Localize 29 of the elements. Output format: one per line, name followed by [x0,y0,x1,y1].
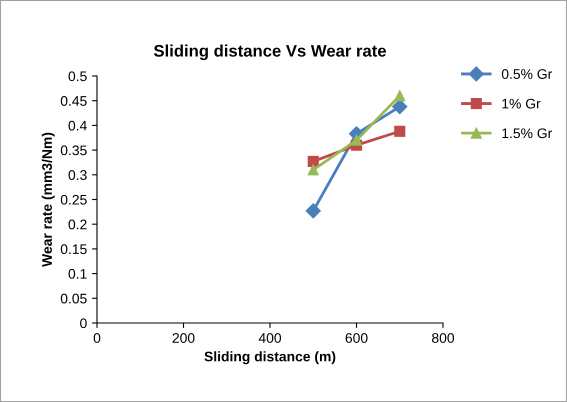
y-axis-title: Wear rate (mm3/Nm) [42,132,55,267]
legend-label: 1% Gr [502,98,540,109]
x-tick-label: 400 [258,333,282,343]
chart-title: Sliding distance Vs Wear rate [154,44,386,60]
y-tick-label: 0.4 [68,120,87,131]
y-tick-label: 0.2 [68,220,87,230]
legend-label: 0.5% Gr [502,69,552,79]
x-tick-label: 800 [432,333,454,343]
y-tick-label: 0.3 [68,170,87,180]
y-tick-label: 0.15 [60,244,87,254]
y-tick-label: 0.5 [68,71,87,82]
point [392,99,408,114]
y-tick-label: 0.05 [60,294,87,304]
point [308,164,319,176]
point [308,156,319,168]
point [306,203,321,218]
x-tick-label: 200 [172,333,195,343]
y-tick-label: 0.35 [60,145,87,156]
y-tick-label: 0 [80,318,87,328]
y-tick-label: 0.25 [60,194,87,205]
x-tick-label: 600 [346,333,368,343]
x-tick-label: 0 [94,333,100,343]
point [394,126,406,137]
y-tick-label: 0.45 [60,96,87,106]
legend-label: 1.5% Gr [502,128,552,138]
point [350,134,362,146]
point [394,90,406,102]
x-axis-title: Sliding distance (m) [204,351,336,364]
y-tick-label: 0.1 [68,268,87,279]
